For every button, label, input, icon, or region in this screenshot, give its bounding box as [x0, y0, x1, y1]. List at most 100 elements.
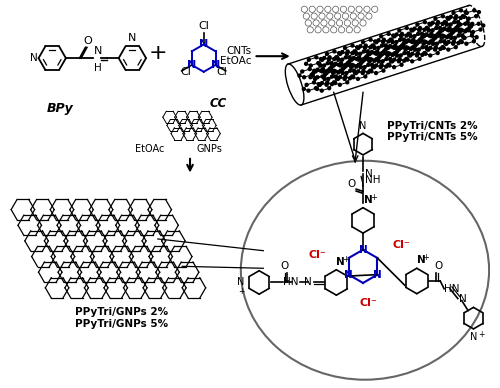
Circle shape — [436, 35, 438, 38]
Circle shape — [440, 36, 443, 39]
Circle shape — [368, 57, 372, 61]
Circle shape — [450, 16, 452, 18]
Circle shape — [468, 26, 471, 29]
Circle shape — [418, 48, 420, 51]
Circle shape — [389, 38, 392, 41]
Circle shape — [320, 70, 324, 73]
Circle shape — [452, 31, 454, 33]
Circle shape — [380, 54, 382, 57]
Text: EtOAc: EtOAc — [220, 56, 252, 66]
Circle shape — [326, 81, 329, 84]
Circle shape — [350, 66, 352, 69]
Circle shape — [416, 23, 419, 26]
Circle shape — [314, 78, 316, 80]
Circle shape — [298, 74, 301, 77]
Circle shape — [344, 63, 347, 66]
Text: N: N — [304, 277, 312, 288]
Circle shape — [334, 62, 337, 65]
Circle shape — [369, 46, 372, 49]
Circle shape — [364, 44, 367, 47]
Circle shape — [369, 38, 372, 41]
Text: N: N — [30, 53, 38, 63]
Circle shape — [310, 73, 313, 76]
Circle shape — [333, 57, 336, 61]
Circle shape — [332, 64, 335, 67]
Circle shape — [398, 46, 402, 49]
Circle shape — [321, 75, 324, 78]
Circle shape — [448, 26, 451, 29]
Circle shape — [338, 76, 342, 79]
Circle shape — [482, 24, 484, 27]
Text: GNPs: GNPs — [197, 144, 222, 154]
Text: BPy: BPy — [46, 102, 74, 115]
Circle shape — [366, 71, 370, 74]
Circle shape — [452, 42, 454, 45]
Circle shape — [466, 11, 468, 14]
Circle shape — [371, 44, 374, 47]
Circle shape — [313, 69, 316, 72]
Circle shape — [414, 44, 416, 47]
Circle shape — [392, 66, 396, 69]
Circle shape — [356, 57, 358, 61]
Circle shape — [326, 69, 329, 72]
Circle shape — [394, 44, 397, 47]
Circle shape — [338, 83, 342, 86]
Circle shape — [361, 60, 364, 63]
Circle shape — [364, 47, 366, 49]
Circle shape — [388, 45, 392, 48]
Text: NH: NH — [365, 175, 380, 185]
Circle shape — [398, 38, 402, 41]
Circle shape — [462, 36, 465, 39]
Circle shape — [386, 54, 389, 57]
Circle shape — [406, 58, 409, 61]
Circle shape — [381, 60, 384, 63]
Circle shape — [431, 41, 434, 43]
Circle shape — [466, 21, 469, 24]
Text: HN: HN — [282, 277, 298, 288]
Circle shape — [434, 48, 436, 51]
Circle shape — [442, 47, 445, 49]
Circle shape — [372, 66, 376, 69]
Circle shape — [422, 34, 424, 37]
Circle shape — [339, 64, 342, 67]
Circle shape — [403, 59, 406, 62]
Text: +: + — [238, 288, 244, 296]
Circle shape — [345, 64, 348, 67]
Circle shape — [454, 36, 456, 39]
Circle shape — [342, 72, 344, 74]
Circle shape — [441, 46, 444, 48]
Circle shape — [391, 41, 394, 43]
Circle shape — [352, 76, 354, 79]
Circle shape — [452, 28, 456, 31]
Circle shape — [400, 32, 404, 35]
Circle shape — [412, 46, 414, 48]
Circle shape — [395, 41, 398, 43]
Circle shape — [318, 83, 322, 86]
Circle shape — [424, 52, 427, 55]
Circle shape — [468, 24, 471, 27]
Text: EtOAc: EtOAc — [135, 144, 164, 154]
Circle shape — [334, 81, 336, 85]
Circle shape — [467, 17, 470, 20]
Circle shape — [362, 41, 364, 43]
Circle shape — [410, 40, 412, 43]
Circle shape — [328, 56, 331, 59]
Circle shape — [362, 57, 366, 61]
Circle shape — [332, 81, 336, 84]
Circle shape — [459, 40, 462, 43]
Circle shape — [438, 26, 442, 29]
Circle shape — [470, 25, 472, 28]
Circle shape — [450, 36, 452, 40]
Circle shape — [453, 21, 456, 24]
Circle shape — [444, 42, 446, 45]
Circle shape — [444, 21, 446, 24]
Circle shape — [396, 50, 398, 53]
Circle shape — [452, 11, 455, 14]
Circle shape — [436, 32, 440, 35]
Circle shape — [407, 32, 410, 35]
Circle shape — [416, 40, 420, 43]
Circle shape — [376, 57, 378, 61]
Circle shape — [393, 47, 396, 49]
Text: +: + — [478, 330, 484, 339]
Circle shape — [446, 28, 448, 31]
